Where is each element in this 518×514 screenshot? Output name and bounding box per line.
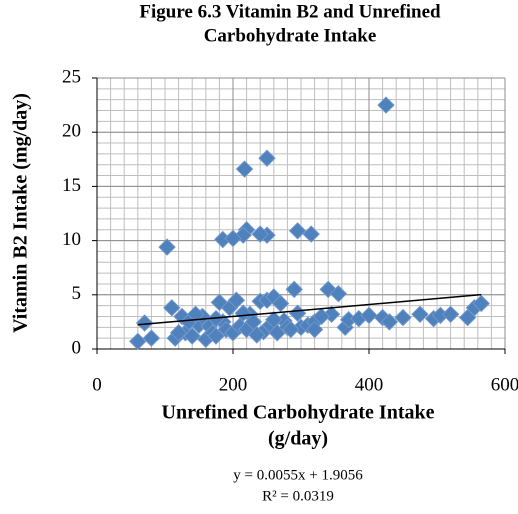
point xyxy=(288,222,307,240)
x-axis-label: Unrefined Carbohydrate Intake xyxy=(162,402,435,424)
point xyxy=(265,311,283,329)
point xyxy=(142,329,161,347)
point xyxy=(251,225,269,243)
point xyxy=(305,320,324,339)
point xyxy=(248,326,266,344)
point xyxy=(377,96,395,114)
y-tick-label: 15 xyxy=(62,175,81,196)
point xyxy=(380,313,399,331)
y-tick-label: 5 xyxy=(72,283,82,304)
point xyxy=(135,314,154,332)
point xyxy=(186,305,205,324)
point xyxy=(158,238,176,256)
point xyxy=(224,229,242,248)
point xyxy=(234,304,252,322)
point xyxy=(302,225,320,243)
y-tick-label: 0 xyxy=(72,337,82,358)
point xyxy=(129,332,147,351)
point xyxy=(441,305,460,324)
trendline-r2: R² = 0.0319 xyxy=(262,488,334,504)
point xyxy=(163,299,181,317)
x-tick-label: 0 xyxy=(92,374,102,395)
point xyxy=(271,294,290,313)
point xyxy=(411,305,429,324)
point xyxy=(258,149,276,167)
point xyxy=(288,304,307,322)
point xyxy=(282,320,300,339)
point xyxy=(472,294,490,313)
point xyxy=(312,307,331,326)
point xyxy=(235,160,254,178)
x-tick-label: 200 xyxy=(219,374,248,395)
y-tick-label: 25 xyxy=(62,66,81,87)
x-tick-label: 400 xyxy=(355,374,384,395)
y-axis-label: Vitamin B2 Intake (mg/day) xyxy=(10,93,32,333)
x-axis-label: (g/day) xyxy=(268,428,328,450)
point xyxy=(169,324,188,342)
point xyxy=(329,285,348,303)
point xyxy=(285,280,303,299)
chart-title: Carbohydrate Intake xyxy=(204,25,377,46)
point xyxy=(227,291,246,309)
point xyxy=(183,327,201,345)
y-tick-label: 20 xyxy=(62,121,81,142)
y-tick-label: 10 xyxy=(62,229,81,250)
chart-title: Figure 6.3 Vitamin B2 and Unrefined xyxy=(139,1,441,22)
trendline-equation: y = 0.0055x + 1.9056 xyxy=(233,467,363,483)
point xyxy=(360,306,378,325)
trendline xyxy=(137,293,482,326)
x-tick-label: 600 xyxy=(491,374,518,395)
point xyxy=(394,308,412,327)
